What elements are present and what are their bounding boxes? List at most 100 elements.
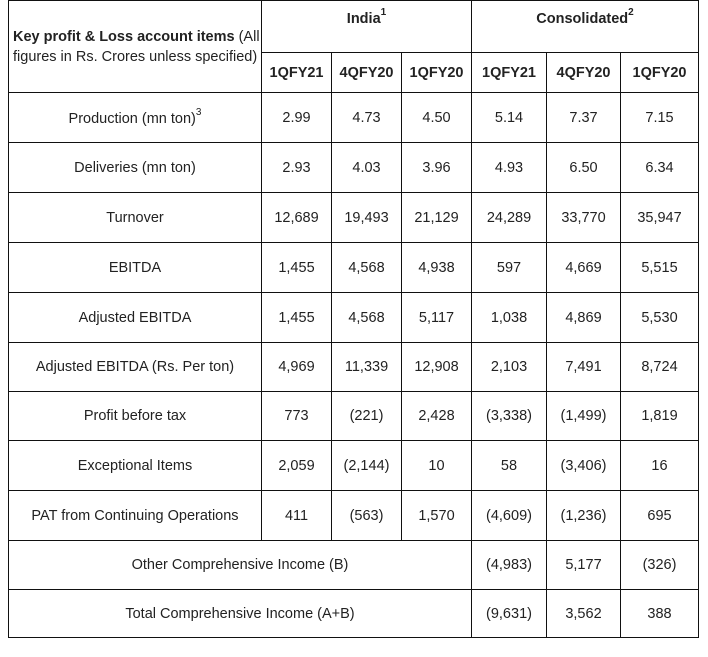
table-row: EBITDA 1,455 4,568 4,938 597 4,669 5,515	[8, 242, 699, 293]
value-cell: 1,038	[471, 292, 547, 343]
value-cell: 10	[401, 440, 472, 491]
value-cell: 7,491	[546, 342, 621, 392]
value-cell: (3,406)	[546, 440, 621, 491]
document-page: Key profit & Loss account items (All fig…	[8, 0, 699, 638]
footnote-marker: 1	[380, 7, 387, 18]
value-cell: (9,631)	[471, 589, 547, 638]
row-label: Exceptional Items	[77, 457, 193, 474]
value-cell: (2,144)	[331, 440, 402, 491]
value-cell: 8,724	[620, 342, 699, 392]
row-label-cell: Adjusted EBITDA	[8, 292, 262, 343]
value-cell: 7.15	[620, 92, 699, 143]
row-label: PAT from Continuing Operations	[31, 507, 239, 524]
value-cell: (221)	[331, 391, 402, 441]
value-cell: 388	[620, 589, 699, 638]
value-cell: 5,515	[620, 242, 699, 293]
header-row-groups: Key profit & Loss account items (All fig…	[8, 0, 699, 93]
header-title-rest: (All figures in Rs. Crores unless specif…	[13, 28, 260, 65]
row-label-cell: Turnover	[8, 192, 262, 243]
value-cell: 19,493	[331, 192, 402, 243]
header-title-cell: Key profit & Loss account items (All fig…	[8, 0, 262, 93]
value-cell: 4.03	[331, 142, 402, 193]
value-cell: 1,570	[401, 490, 472, 541]
column-header: 4QFY20	[331, 52, 402, 93]
header-row-periods: 1QFY21 4QFY20 1QFY20 1QFY21 4QFY20 1QFY2…	[9, 52, 699, 93]
column-header: 4QFY20	[546, 52, 621, 93]
row-label-cell: Profit before tax	[8, 391, 262, 441]
row-label: Adjusted EBITDA (Rs. Per ton)	[35, 359, 235, 375]
value-cell: 4,568	[331, 242, 402, 293]
value-cell: (3,338)	[471, 391, 547, 441]
table-row: Turnover 12,689 19,493 21,129 24,289 33,770 35…	[8, 192, 699, 243]
row-label: Production (mn ton)	[68, 110, 196, 127]
value-cell: 1,455	[261, 292, 332, 343]
value-cell: 35,947	[620, 192, 699, 243]
value-cell: 4.93	[471, 142, 547, 193]
row-label: Turnover	[106, 209, 164, 226]
table-row: Exceptional Items 2,059 (2,144) 10 58 (3,406)…	[8, 440, 699, 491]
value-cell: 411	[261, 490, 332, 541]
value-cell: (1,499)	[546, 391, 621, 441]
table-row: PAT from Continuing Operations 411 (563) 1,…	[8, 490, 699, 541]
column-header: 1QFY21	[471, 52, 547, 93]
value-cell: 4,669	[546, 242, 621, 293]
table-row-merged: Other Comprehensive Income (B) (4,983) 5,1…	[8, 540, 699, 590]
value-cell: 7.37	[546, 92, 621, 143]
value-cell: 12,908	[401, 342, 472, 392]
row-label: Adjusted EBITDA	[78, 309, 192, 326]
row-label-cell: PAT from Continuing Operations	[8, 490, 262, 541]
row-label: Deliveries (mn ton)	[74, 159, 196, 176]
value-cell: 58	[471, 440, 547, 491]
value-cell: 2.99	[261, 92, 332, 143]
table-row: Deliveries (mn ton) 2.93 4.03 3.96 4.93 6.50 6…	[8, 142, 699, 193]
value-cell: 6.50	[546, 142, 621, 193]
value-cell: 5,530	[620, 292, 699, 343]
column-header: 1QFY20	[401, 52, 472, 93]
footnote-marker: 2	[628, 7, 634, 18]
value-cell: 5,177	[546, 540, 621, 590]
value-cell: 597	[471, 242, 547, 293]
value-cell: (4,609)	[471, 490, 547, 541]
value-cell: 695	[620, 490, 699, 541]
value-cell: 1,455	[261, 242, 332, 293]
value-cell: 2.93	[261, 142, 332, 193]
value-cell: 16	[620, 440, 699, 491]
merged-label-cell: Total Comprehensive Income (A+B)	[8, 589, 472, 638]
value-cell: (326)	[620, 540, 699, 590]
value-cell: 4,568	[331, 292, 402, 343]
row-label: EBITDA	[108, 259, 162, 276]
value-cell: 33,770	[546, 192, 621, 243]
value-cell: 2,103	[471, 342, 547, 392]
header-title-bold: Key profit & Loss account items	[13, 28, 235, 45]
footnote-marker: 3	[195, 106, 202, 118]
value-cell: 5,117	[401, 292, 472, 343]
value-cell: 4,938	[401, 242, 472, 293]
row-label-cell: Exceptional Items	[8, 440, 262, 491]
value-cell: 3,562	[546, 589, 621, 638]
value-cell: 1,819	[620, 391, 699, 441]
value-cell: 12,689	[261, 192, 332, 243]
value-cell: 4,969	[261, 342, 332, 392]
column-header: 1QFY21	[261, 52, 332, 93]
value-cell: 2,428	[401, 391, 472, 441]
table-row: Production (mn ton)3 2.99 4.73 4.50 5.14 7.37…	[8, 92, 699, 143]
value-cell: 4.50	[401, 92, 472, 143]
table-row: Adjusted EBITDA 1,455 4,568 5,117 1,038 4,869…	[8, 292, 699, 343]
table-row: Profit before tax 773 (221) 2,428 (3,338) (1,…	[8, 391, 699, 441]
value-cell: (4,983)	[471, 540, 547, 590]
value-cell: 6.34	[620, 142, 699, 193]
value-cell: 11,339	[331, 342, 402, 392]
column-header: 1QFY20	[620, 52, 699, 93]
value-cell: 3.96	[401, 142, 472, 193]
profit-loss-table: Key profit & Loss account items (All fig…	[8, 0, 699, 638]
group-label: India	[346, 10, 381, 27]
table-row: Adjusted EBITDA (Rs. Per ton) 4,969 11,339…	[8, 342, 699, 392]
group-label: Consolidated	[536, 10, 629, 27]
group-header-india: India1	[261, 0, 472, 53]
value-cell: 4.73	[331, 92, 402, 143]
value-cell: 4,869	[546, 292, 621, 343]
group-header-consolidated: Consolidated2	[471, 0, 699, 53]
value-cell: (1,236)	[546, 490, 621, 541]
value-cell: 21,129	[401, 192, 472, 243]
row-label: Profit before tax	[83, 408, 187, 424]
